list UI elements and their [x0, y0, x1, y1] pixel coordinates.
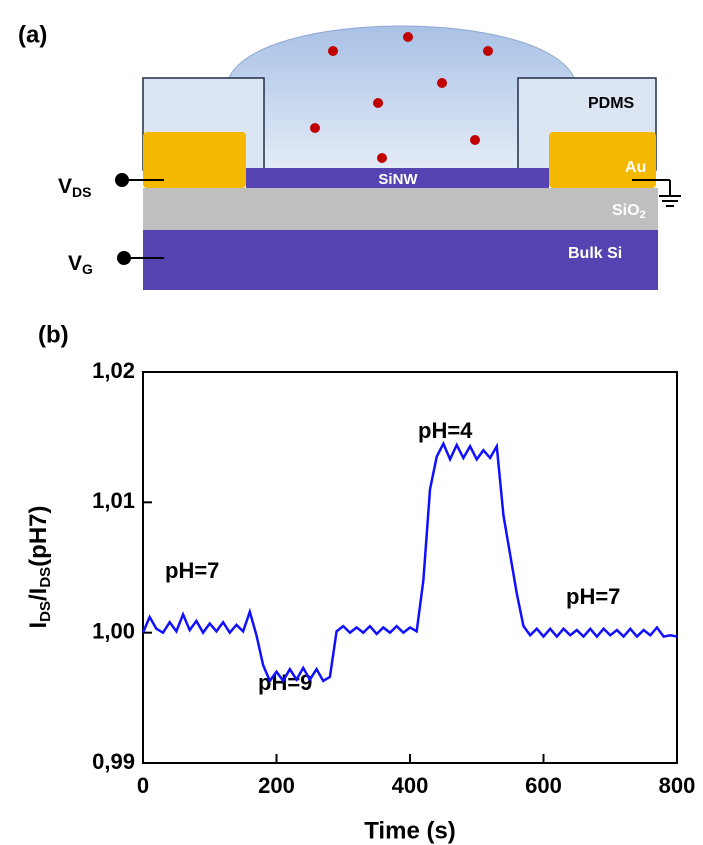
terminal	[115, 173, 129, 187]
au-right	[549, 132, 656, 188]
y-tick-label: 1,00	[92, 618, 135, 643]
sio2-label: SiO2	[612, 202, 646, 221]
annotation: pH=7	[165, 558, 219, 583]
sinw	[246, 168, 549, 188]
plot-frame	[142, 371, 678, 764]
x-axis-label: Time (s)	[364, 817, 456, 844]
sio2	[143, 188, 658, 230]
panel-label: (a)	[18, 21, 47, 48]
y-axis-label: IDS/IDS(pH7)	[25, 505, 54, 628]
ions	[310, 32, 493, 163]
x-tick-label: 600	[525, 773, 562, 798]
x-tick-label: 400	[392, 773, 429, 798]
bulk-label: Bulk Si	[568, 245, 622, 262]
x-tick-label: 0	[137, 773, 149, 798]
panel-label: (b)	[38, 321, 69, 348]
bulk-si	[143, 230, 658, 290]
terminal	[117, 251, 131, 265]
x-tick-label: 800	[659, 773, 696, 798]
annotation: pH=7	[566, 584, 620, 609]
annotation: pH=4	[418, 418, 473, 443]
y-tick-label: 0,99	[92, 749, 135, 774]
sinw-label: SiNW	[378, 171, 418, 188]
vds-label: VDS	[58, 175, 91, 200]
droplet	[227, 25, 576, 171]
au-left	[143, 132, 246, 188]
y-tick-label: 1,02	[92, 358, 135, 383]
x-tick-label: 200	[258, 773, 295, 798]
y-tick-label: 1,01	[92, 488, 135, 513]
pdms-label: PDMS	[588, 95, 635, 112]
au-label: Au	[625, 159, 646, 176]
vg-label: VG	[68, 252, 93, 277]
data-line	[141, 440, 678, 684]
